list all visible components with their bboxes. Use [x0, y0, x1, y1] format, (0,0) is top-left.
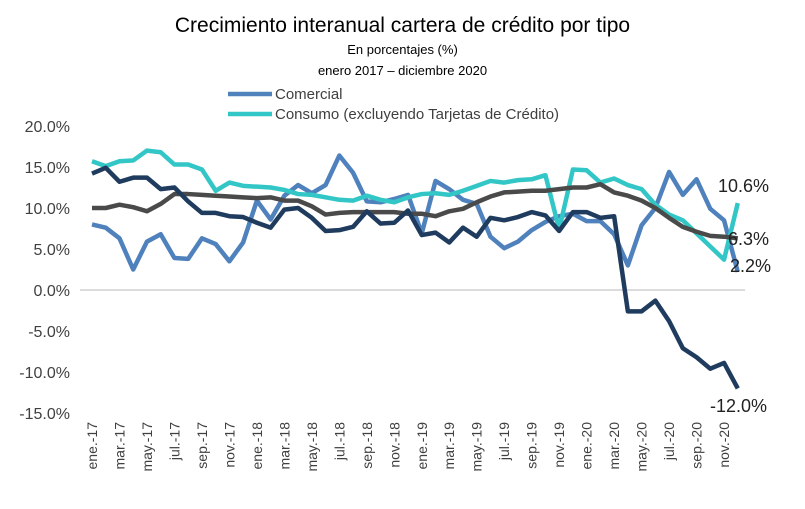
x-tick-label: ene.-20: [579, 422, 595, 470]
series-line-1: [91, 148, 740, 262]
y-tick-label: 10.0%: [25, 201, 70, 218]
x-tick-label: sep.-17: [194, 422, 210, 469]
x-tick-label: jul.-17: [166, 422, 182, 461]
x-tick-label: may.-19: [469, 422, 485, 472]
x-tick-label: may.-18: [304, 422, 320, 472]
y-tick-label: -10.0%: [19, 365, 70, 382]
x-tick-label: ene.-18: [249, 422, 265, 470]
series-line-3: [92, 181, 739, 241]
chart-date-range: enero 2017 – diciembre 2020: [317, 63, 488, 78]
x-tick-label: sep.-19: [524, 422, 540, 469]
legend-label: Comercial: [275, 86, 343, 103]
end-label: -12.0%: [710, 396, 767, 416]
end-label: 2.2%: [730, 256, 771, 276]
end-label: 10.6%: [718, 176, 769, 196]
x-tick-label: jul.-18: [331, 422, 347, 461]
x-tick-label: may.-17: [139, 422, 155, 472]
x-tick-label: nov.-20: [716, 422, 732, 468]
y-tick-label: 20.0%: [25, 119, 70, 136]
x-tick-label: mar.-20: [606, 422, 622, 470]
x-tick-label: ene.-17: [84, 422, 100, 470]
x-tick-label: sep.-20: [689, 422, 705, 469]
x-tick-label: mar.-18: [276, 422, 292, 470]
end-label: 6.3%: [728, 229, 769, 249]
y-tick-label: -5.0%: [28, 324, 70, 341]
y-tick-label: -15.0%: [19, 406, 70, 423]
x-tick-label: mar.-19: [441, 422, 457, 470]
x-tick-label: ene.-19: [414, 422, 430, 470]
y-tick-label: 0.0%: [34, 283, 70, 300]
chart-subtitle: En porcentajes (%): [347, 42, 458, 57]
x-tick-label: jul.-20: [661, 422, 677, 461]
y-tick-label: 15.0%: [25, 160, 70, 177]
x-tick-label: sep.-18: [359, 422, 375, 469]
x-tick-label: may.-20: [634, 422, 650, 472]
chart-title: Crecimiento interanual cartera de crédit…: [174, 14, 631, 37]
legend-label: Consumo (excluyendo Tarjetas de Crédito): [275, 106, 559, 123]
x-tick-label: nov.-17: [221, 422, 237, 468]
series-line-2: [91, 165, 740, 390]
x-tick-label: jul.-19: [496, 422, 512, 461]
x-tick-label: nov.-19: [551, 422, 567, 468]
x-tick-label: mar.-17: [111, 422, 127, 470]
x-tick-label: nov.-18: [386, 422, 402, 468]
y-tick-label: 5.0%: [34, 242, 70, 259]
